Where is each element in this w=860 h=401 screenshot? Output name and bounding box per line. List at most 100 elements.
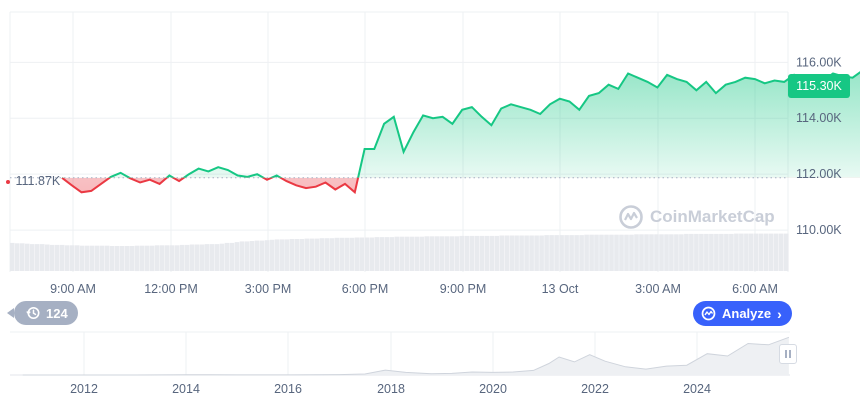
volume-bar	[384, 237, 390, 271]
volume-bar	[194, 244, 200, 271]
volume-bar	[609, 234, 614, 271]
volume-bar	[199, 244, 205, 271]
volume-bar	[729, 233, 734, 271]
volume-bar	[374, 237, 380, 271]
volume-bar	[134, 245, 140, 272]
volume-bar	[144, 245, 150, 272]
volume-bar	[699, 233, 704, 271]
volume-bar	[619, 234, 624, 271]
x-tick-label: 9:00 PM	[440, 282, 487, 296]
overview-x-tick-label: 2014	[172, 382, 200, 396]
volume-bar	[429, 236, 435, 271]
volume-bar	[249, 241, 255, 271]
volume-bar	[599, 234, 604, 271]
volume-bar	[229, 242, 235, 271]
volume-bars	[10, 233, 789, 272]
y-tick-label: 112.00K	[796, 167, 842, 181]
volume-bar	[159, 245, 165, 271]
volume-bar	[584, 234, 589, 271]
volume-bar	[719, 233, 724, 271]
volume-bar	[744, 233, 749, 271]
volume-bar	[279, 239, 285, 271]
volume-bar	[319, 238, 325, 271]
volume-bar	[669, 234, 674, 271]
volume-bar	[464, 235, 469, 271]
volume-bar	[334, 237, 340, 271]
volume-bar	[444, 236, 449, 271]
volume-bar	[79, 245, 85, 272]
volume-bar	[289, 239, 295, 271]
price-area	[62, 72, 860, 193]
volume-bar	[714, 233, 719, 271]
volume-bar	[254, 240, 260, 271]
watermark: CoinMarketCap	[618, 204, 775, 230]
volume-bar	[624, 234, 629, 271]
volume-bar	[89, 245, 95, 272]
volume-bar	[69, 245, 75, 271]
volume-bar	[284, 239, 290, 271]
volume-bar	[484, 235, 489, 271]
volume-bar	[64, 245, 70, 271]
x-tick-label: 6:00 AM	[732, 282, 778, 296]
volume-bar	[504, 235, 509, 271]
volume-bar	[314, 238, 320, 271]
volume-bar	[579, 235, 584, 271]
volume-bar	[399, 236, 405, 271]
pause-button[interactable]	[779, 344, 797, 364]
volume-bar	[674, 234, 679, 271]
volume-bar	[309, 238, 315, 271]
volume-bar	[544, 235, 549, 271]
volume-bar	[149, 245, 155, 272]
volume-bar	[10, 242, 15, 271]
volume-bar	[409, 236, 415, 271]
volume-bar	[569, 235, 574, 271]
volume-bar	[59, 244, 65, 271]
x-tick-label: 9:00 AM	[50, 282, 96, 296]
history-count: 124	[46, 305, 68, 321]
volume-bar	[344, 237, 350, 271]
volume-bar	[509, 235, 514, 271]
volume-bar	[739, 233, 744, 271]
volume-bar	[469, 235, 474, 271]
chevron-right-icon: ›	[777, 305, 782, 322]
volume-bar	[659, 234, 664, 271]
volume-bar	[664, 234, 669, 271]
volume-bar	[30, 244, 35, 271]
volume-bar	[514, 235, 519, 271]
volume-bar	[189, 244, 195, 271]
x-tick-label: 3:00 AM	[635, 282, 681, 296]
volume-bar	[269, 239, 275, 271]
volume-bar	[614, 234, 619, 271]
volume-bar	[679, 234, 684, 271]
volume-bar	[574, 235, 579, 271]
volume-bar	[45, 244, 50, 271]
volume-bar	[459, 235, 464, 271]
volume-bar	[164, 245, 170, 271]
overview-area	[22, 337, 789, 375]
volume-bar	[499, 235, 504, 271]
volume-bar	[264, 240, 270, 271]
overview-chart[interactable]	[10, 331, 790, 376]
volume-bar	[219, 243, 225, 271]
x-tick-label: 13 Oct	[542, 282, 579, 296]
analyze-button[interactable]: Analyze ›	[693, 301, 792, 326]
overview-x-tick-label: 2020	[479, 382, 507, 396]
volume-bar	[299, 239, 305, 271]
volume-bar	[304, 238, 310, 271]
area-fill-down	[62, 177, 860, 193]
volume-bar	[774, 233, 779, 271]
volume-bar	[564, 235, 569, 271]
history-button[interactable]: 124	[7, 301, 78, 325]
volume-bar	[424, 236, 430, 271]
overview-x-tick-label: 2016	[274, 382, 302, 396]
volume-bar	[369, 237, 375, 271]
volume-bar	[394, 236, 400, 271]
volume-bar	[379, 237, 385, 271]
volume-bar	[74, 245, 80, 271]
volume-bar	[419, 236, 425, 271]
volume-bar	[524, 235, 529, 271]
volume-bar	[349, 237, 355, 271]
volume-bar	[119, 246, 125, 271]
current-price-value: 115.30K	[796, 79, 842, 93]
